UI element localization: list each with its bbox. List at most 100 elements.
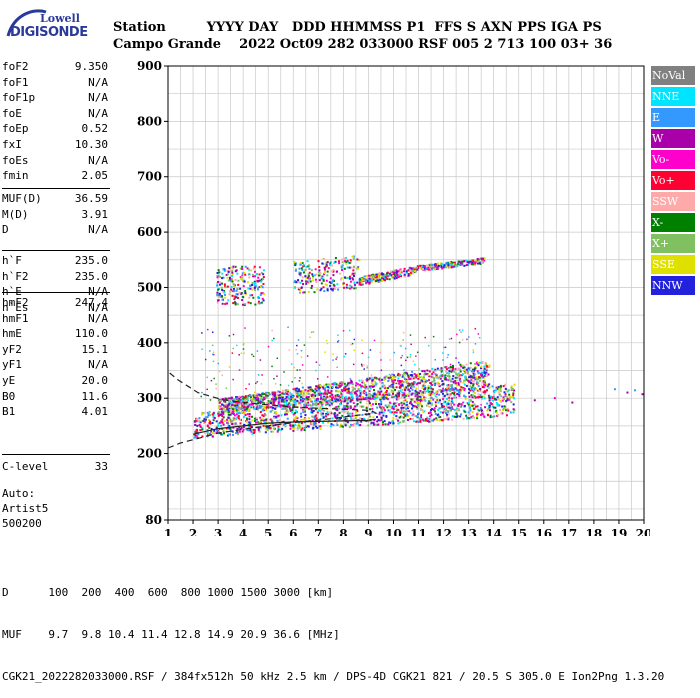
trace-point [336,395,339,398]
trace-point [420,404,423,407]
param-row: foE N/A [2,107,108,121]
trace-point [297,393,300,396]
trace-point [224,296,227,299]
trace-point [380,276,383,279]
trace-point [424,269,427,272]
trace-point [447,418,450,421]
trace-point [306,355,309,357]
trace-point [338,390,341,393]
param-row: h`F 235.0 [2,254,108,268]
trace-point [340,266,343,269]
trace-point [217,269,220,272]
trace-point [456,407,459,410]
trace-point [296,390,299,393]
trace-point [251,403,254,406]
trace-point [434,410,437,413]
trace-point [419,382,422,385]
trace-point [349,399,352,402]
trace-point [316,387,319,390]
trace-point [495,401,498,404]
trace-point [395,411,398,414]
trace-point [428,375,431,378]
trace-point [305,282,308,285]
trace-point [316,393,319,396]
trace-point [281,389,284,392]
legend-item: NNE [651,87,695,106]
trace-point [210,379,213,382]
trace-point [463,387,466,390]
trace-point [439,401,441,404]
trace-point [483,373,486,376]
trace-point [312,396,315,399]
trace-point [507,389,510,392]
trace-point [430,402,433,405]
trace-point [358,424,361,427]
trace-point [301,422,304,425]
trace-point [392,422,395,425]
trace-point [227,403,230,406]
trace-point [298,425,301,428]
trace-point [380,416,383,419]
trace-point [243,400,246,403]
trace-point [324,268,327,271]
trace-point [226,404,229,407]
trace-point [249,426,252,429]
trace-point [289,409,292,412]
trace-point [194,424,197,427]
trace-point [502,398,505,401]
auto-label: Auto: [2,487,36,500]
trace-point [412,392,415,395]
trace-point [386,392,389,395]
trace-point [448,370,451,373]
trace-point [400,388,403,391]
trace-point [253,394,256,397]
trace-point [414,389,417,392]
trace-point [391,419,394,422]
trace-point [452,367,455,370]
y-tick-label: 800 [137,114,162,128]
trace-point [236,272,239,275]
trace-point [487,394,490,397]
trace-point [459,415,462,418]
trace-point [338,417,341,420]
trace-point [472,403,475,406]
trace-point [232,265,235,268]
trace-point [277,401,280,404]
trace-point [315,425,318,428]
y-tick-label: 500 [137,280,162,294]
trace-point [410,373,413,376]
trace-point [417,373,420,375]
param-value: 9.350 [74,60,108,73]
trace-point [227,279,230,282]
trace-point [363,389,366,392]
trace-point [423,388,426,391]
trace-point [293,427,296,430]
trace-point [292,398,295,401]
trace-point [325,383,328,386]
trace-point [273,377,275,380]
trace-point [382,411,385,414]
trace-point [254,400,257,403]
trace-point [226,434,229,437]
trace-point [428,402,431,405]
trace-point [343,257,346,260]
trace-point [422,384,425,387]
trace-point [483,415,486,418]
param-name: yF1 [2,358,22,372]
trace-point [371,407,374,410]
trace-point [281,406,284,409]
trace-point [299,272,302,275]
trace-point [348,399,351,401]
trace-point [315,361,318,363]
trace-point [278,419,281,422]
trace-point [238,418,241,421]
trace-point [488,366,491,369]
trace-point [445,388,448,391]
trace-point [211,331,214,333]
trace-point [232,433,235,436]
trace-point [343,389,346,392]
trace-point [340,388,343,391]
trace-point [419,402,422,405]
logo-swoosh-icon [6,9,47,37]
trace-point [436,268,439,271]
